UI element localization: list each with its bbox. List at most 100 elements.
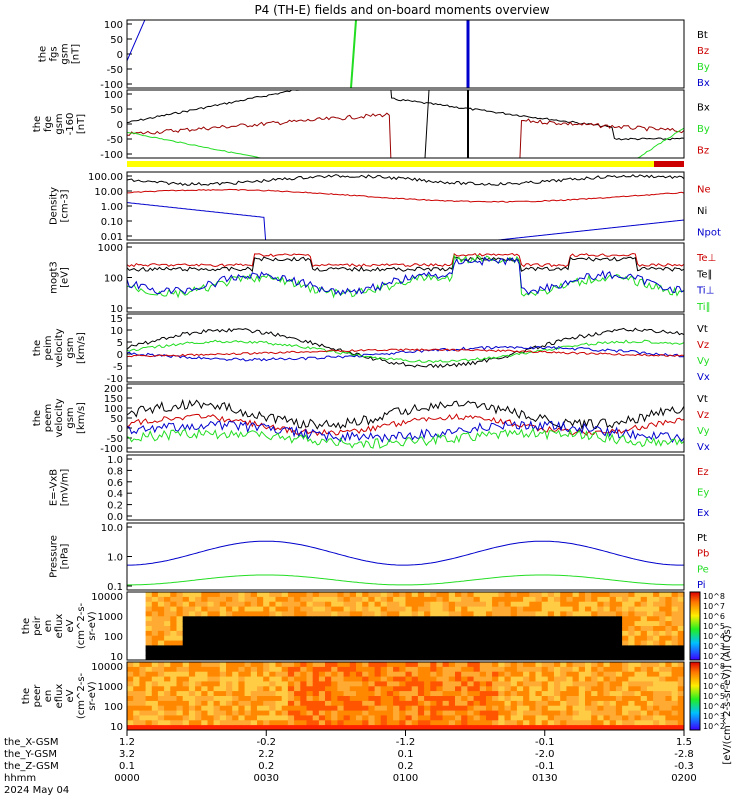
spectrogram-cell <box>201 640 208 646</box>
spectrogram-cell <box>300 611 307 617</box>
spectrogram-cell <box>232 630 239 637</box>
spectrogram-cell <box>504 720 512 726</box>
spectrogram-cell <box>188 621 196 627</box>
spectrogram-cell <box>176 686 184 692</box>
spectrogram-cell <box>535 676 543 682</box>
spectrogram-cell <box>300 691 307 697</box>
spectrogram-cell <box>634 621 642 627</box>
spectrogram-cell <box>486 671 493 678</box>
spectrogram-cell <box>523 676 530 682</box>
spectrogram-cell <box>535 630 543 637</box>
spectrogram-cell <box>294 645 301 651</box>
spectrogram-cell <box>591 650 598 656</box>
spectrogram-cell <box>213 715 221 721</box>
spectrogram-cell <box>269 705 276 712</box>
spectrogram-cell <box>164 725 171 730</box>
spectrogram-cell <box>659 606 666 612</box>
spectrogram-cell <box>665 691 673 697</box>
spectrogram-cell <box>554 662 561 668</box>
spectrogram-cell <box>461 616 468 622</box>
spectrogram-cell <box>306 635 314 642</box>
spectrogram-cell <box>164 601 171 608</box>
spectrogram-cell <box>380 666 388 673</box>
ylabel-line: the <box>38 46 49 62</box>
spectrogram-cell <box>263 630 270 637</box>
ytick-label: 0.6 <box>107 478 123 489</box>
panel-peim: thepeimvelocitygsm[km/s]151050-5-10VtVzV… <box>32 313 710 385</box>
spectrogram-cell <box>238 635 246 642</box>
spectrogram-cell <box>294 686 301 692</box>
spectrogram-cell <box>188 601 196 608</box>
spectrogram-cell <box>318 715 326 721</box>
spectrogram-cell <box>504 691 512 697</box>
spectrogram-cell <box>201 601 208 608</box>
spectrogram-cell <box>133 700 140 707</box>
spectrogram-cell <box>300 686 307 692</box>
spectrogram-cell <box>448 611 456 617</box>
spectrogram-cell <box>566 601 574 608</box>
spectrogram-cell <box>250 710 258 716</box>
spectrogram-cell <box>634 681 642 687</box>
spectrogram-cell <box>455 666 462 673</box>
spectrogram-cell <box>133 601 140 608</box>
plot-title: P4 (TH-E) fields and on-board moments ov… <box>254 3 549 17</box>
spectrogram-cell <box>368 686 376 692</box>
spectrogram-cell <box>671 676 679 682</box>
spectrogram-cell <box>498 715 505 721</box>
spectrogram-cell <box>312 596 320 603</box>
spectrogram-cell <box>653 662 660 668</box>
spectrogram-cell <box>226 592 233 598</box>
colorbar-label: [eV/(cm^2-s-sr-eV)] (All Qs) <box>722 625 733 764</box>
spectrogram-cell <box>448 686 456 692</box>
spectrogram-cell <box>213 681 221 687</box>
spectrogram-cell <box>448 606 456 612</box>
spectrogram-cell <box>424 686 431 692</box>
spectrogram-cell <box>411 611 419 617</box>
spectrogram-cell <box>393 671 400 678</box>
spectrogram-cell <box>399 691 406 697</box>
spectrogram-cell <box>622 686 629 692</box>
spectrogram-cell <box>226 606 233 612</box>
spectrogram-cell <box>182 705 190 712</box>
spectrogram-cell <box>547 592 555 598</box>
spectrogram-cell <box>436 686 444 692</box>
spectrogram-cell <box>448 650 456 656</box>
spectrogram-cell <box>615 626 623 632</box>
legend-Pt: Pt <box>697 533 707 544</box>
spectrogram-cell <box>232 715 239 721</box>
ylabel-line: [km/s] <box>76 332 87 364</box>
spectrogram-cell <box>455 626 462 632</box>
spectrogram-cell <box>337 691 345 697</box>
spectrogram-cell <box>170 592 177 598</box>
spectrogram-cell <box>219 715 227 721</box>
ytick-label: 1.00 <box>101 202 123 213</box>
spectrogram-cell <box>362 705 369 712</box>
spectrogram-cell <box>362 666 369 673</box>
ytick-label: 100 <box>104 404 123 415</box>
spectrogram-cell <box>368 710 376 716</box>
spectrogram-cell <box>399 671 406 678</box>
spectrogram-cell <box>399 710 406 716</box>
spectrogram-cell <box>188 710 196 716</box>
spectrogram-cell <box>665 700 673 707</box>
spectrogram-cell <box>306 676 314 682</box>
spectrogram-cell <box>473 621 481 627</box>
spectrogram-cell <box>659 596 666 603</box>
spectrogram-cell <box>250 686 258 692</box>
spectrogram-cell <box>139 710 147 716</box>
spectrogram-cell <box>386 611 394 617</box>
spectrogram-cell <box>312 626 320 632</box>
spectrogram-cell <box>535 592 543 598</box>
spectrogram-cell <box>349 606 357 612</box>
series-By <box>350 20 357 88</box>
spectrogram-cell <box>343 650 351 656</box>
spectrogram-cell <box>219 655 227 660</box>
spectrogram-cell <box>646 691 654 697</box>
spectrogram-cell <box>560 710 567 716</box>
spectrogram-cell <box>411 666 419 673</box>
spectrogram-cell <box>560 666 567 673</box>
spectrogram-cell <box>424 621 431 627</box>
spectrogram-cell <box>498 596 505 603</box>
spectrogram-cell <box>263 621 270 627</box>
spectrogram-cell <box>473 725 481 730</box>
